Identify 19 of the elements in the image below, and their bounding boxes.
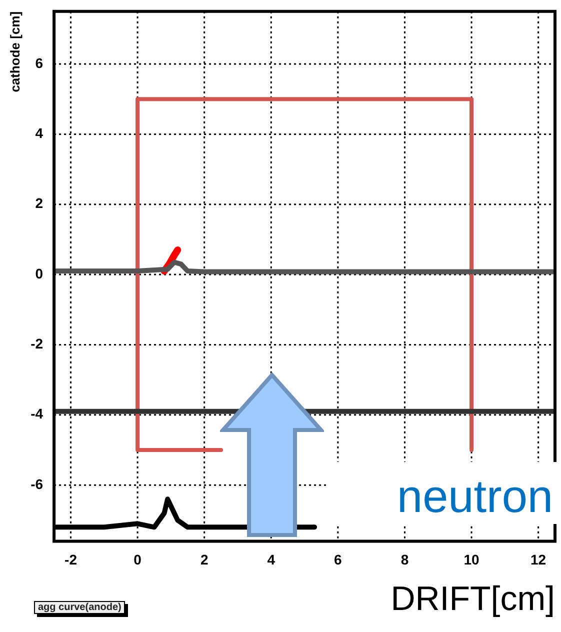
y-tick-label: 6	[35, 54, 44, 71]
x-tick-label: 6	[334, 551, 342, 568]
x-tick-label: 0	[134, 551, 142, 568]
y-tick-label: 0	[35, 265, 44, 282]
y-axis-title: cathode [cm]	[7, 11, 22, 92]
y-tick-label: -6	[30, 476, 44, 492]
x-tick-label: 2	[200, 551, 208, 568]
x-tick-label: 12	[530, 551, 546, 568]
x-tick-label: -2	[64, 551, 78, 568]
x-tick-label: 10	[464, 551, 480, 568]
y-tick-label: 4	[35, 125, 44, 142]
x-tick-label: 8	[400, 551, 409, 568]
text: agg curve(anode)	[34, 601, 126, 614]
y-tick-label: 2	[35, 195, 44, 212]
y-tick-label: -4	[30, 406, 44, 422]
x-axis-title: DRIFT[cm]	[390, 580, 555, 619]
annotation: neutron	[326, 462, 561, 524]
y-tick-label: -2	[30, 336, 44, 352]
x-tick-label: 4	[267, 551, 276, 568]
